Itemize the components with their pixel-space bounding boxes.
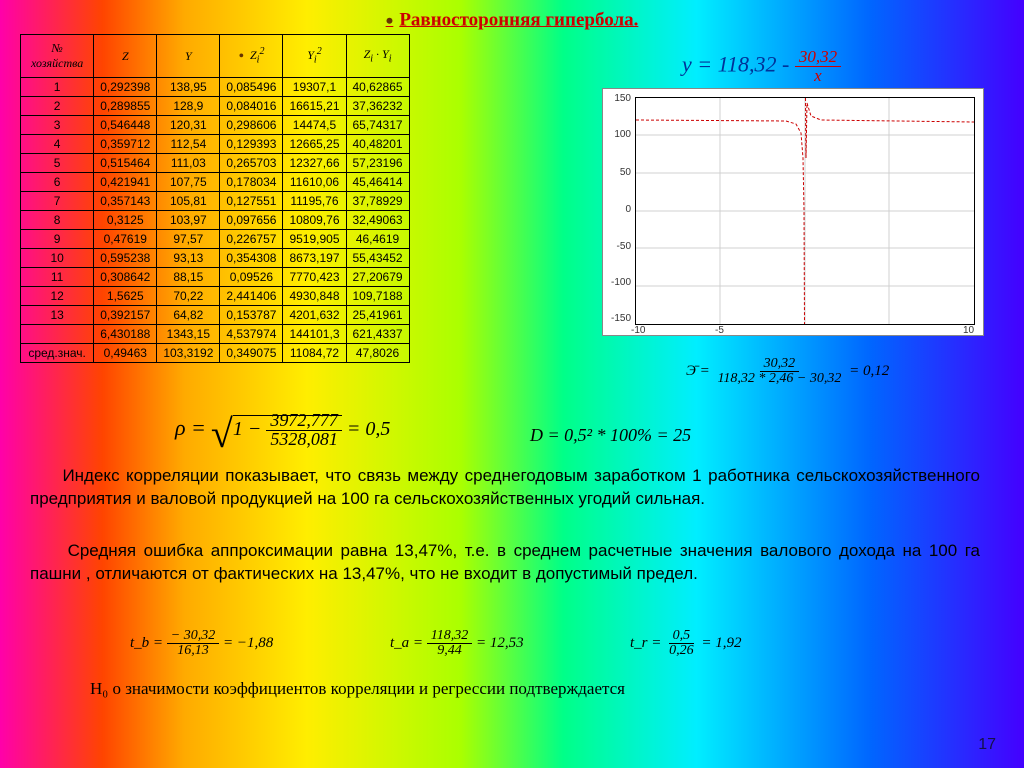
column-header: Yi2 xyxy=(283,35,346,78)
column-header: №хозяйства xyxy=(21,35,94,78)
hypothesis-text: H₀ о значимости коэффициентов корреляции… xyxy=(90,678,970,701)
table-row: 90,4761997,570,2267579519,90546,4619 xyxy=(21,230,410,249)
table-row: 6,4301881343,154,537974144101,3621,4337 xyxy=(21,325,410,344)
table-row: 121,562570,222,4414064930,848109,7188 xyxy=(21,287,410,306)
formula-tr: t_r = 0,50,26 = 1,92 xyxy=(630,628,742,659)
table-row: 60,421941107,750,17803411610,0645,46414 xyxy=(21,173,410,192)
table-row: 50,515464111,030,26570312327,6657,23196 xyxy=(21,154,410,173)
paragraph-2: Средняя ошибка аппроксимации равна 13,47… xyxy=(30,540,980,586)
page-title: •Равносторонняя гипербола. xyxy=(0,0,1024,34)
hyperbola-chart: 150 100 50 0 -50 -100 -150 -10 -5 10 xyxy=(602,88,984,336)
table-row: сред.знач.0,49463103,31920,34907511084,7… xyxy=(21,344,410,363)
table-row: 10,292398138,950,08549619307,140,62865 xyxy=(21,78,410,97)
table-row: 30,546448120,310,29860614474,565,74317 xyxy=(21,116,410,135)
column-header: Zi · Yi xyxy=(346,35,409,78)
table-row: 80,3125103,970,09765610809,7632,49063 xyxy=(21,211,410,230)
formula-e: Э̄ = 30,32118,32 * 2,46 − 30,32 = 0,12 xyxy=(686,356,889,387)
formula-ta: t_a = 118,329,44 = 12,53 xyxy=(390,628,524,659)
formula-rho: ρ = √1 − 3972,7775328,081 = 0,5 xyxy=(175,410,390,457)
table-row: 20,289855128,90,08401616615,2137,36232 xyxy=(21,97,410,116)
table-row: 110,30864288,150,095267770,42327,20679 xyxy=(21,268,410,287)
table-row: 70,357143105,810,12755111195,7637,78929 xyxy=(21,192,410,211)
main-equation: y = 118,32 - 30,32x xyxy=(682,48,841,85)
table-row: 130,39215764,820,1537874201,63225,41961 xyxy=(21,306,410,325)
column-header: Y xyxy=(157,35,220,78)
table-row: 100,59523893,130,3543088673,19755,43452 xyxy=(21,249,410,268)
formula-tb: t_b = − 30,3216,13 = −1,88 xyxy=(130,628,273,659)
data-table: №хозяйстваZY•Zi2Yi2Zi · Yi 10,292398138,… xyxy=(20,34,410,363)
column-header: •Zi2 xyxy=(220,35,283,78)
paragraph-1: Индекс корреляции показывает, что связь … xyxy=(30,465,980,511)
column-header: Z xyxy=(94,35,157,78)
table-row: 40,359712112,540,12939312665,2540,48201 xyxy=(21,135,410,154)
formula-d: D = 0,5² * 100% = 25 xyxy=(530,425,691,446)
page-number: 17 xyxy=(978,736,996,754)
